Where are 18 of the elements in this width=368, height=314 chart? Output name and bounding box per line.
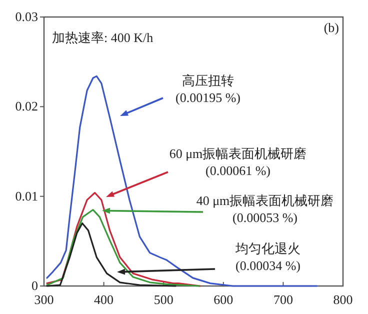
annotation: 加热速率: 400 K/h: [52, 30, 154, 45]
annotation: 60 μm振幅表面机械研磨 (0.00061 %): [169, 146, 307, 178]
line-series: [46, 222, 176, 287]
y-tick-label: 0.03: [15, 9, 38, 24]
x-tick-label: 700: [273, 292, 293, 307]
line-series: [46, 208, 200, 287]
x-tick-label: 800: [333, 292, 353, 307]
y-tick-label: 0.02: [15, 98, 38, 114]
annotation: 高压扭转 (0.00195 %): [176, 73, 240, 105]
x-tick-label: 500: [154, 292, 174, 307]
x-tick-label: 400: [94, 292, 114, 307]
annotation: 40 μm振幅表面机械研磨 (0.00053 %): [196, 193, 334, 225]
y-tick-label: 0: [32, 278, 38, 293]
y-tick-label: 0.01: [15, 188, 38, 204]
annotation: (b): [324, 20, 339, 35]
annotation: 均匀化退火 (0.00034 %): [234, 241, 300, 273]
x-tick-label: 300: [34, 292, 54, 307]
x-tick-label: 600: [214, 292, 234, 307]
